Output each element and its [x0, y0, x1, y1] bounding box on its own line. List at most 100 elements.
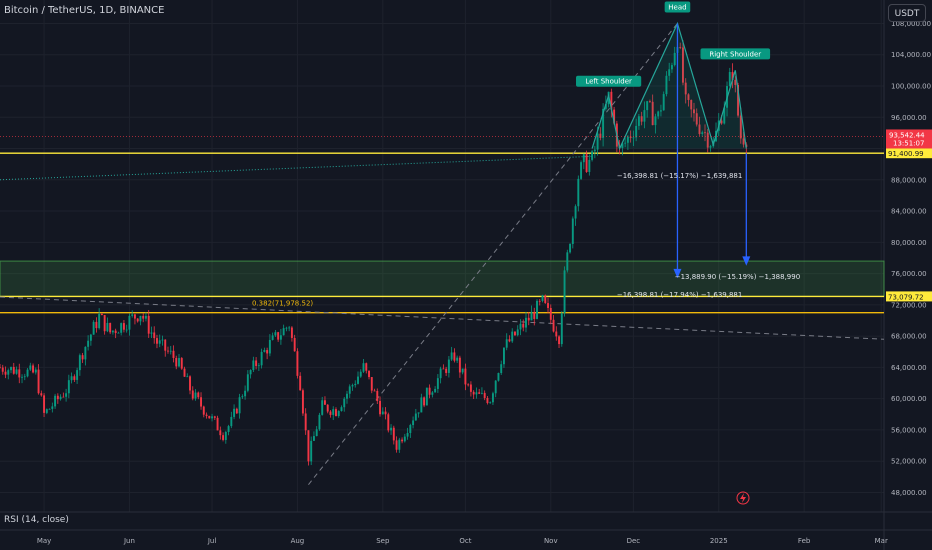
current-price-label: 93,542.44 — [889, 131, 925, 139]
candle-body — [249, 370, 252, 375]
candle-body — [552, 319, 555, 332]
candle-body — [332, 409, 335, 415]
candle-body — [381, 411, 384, 415]
candle-body — [673, 52, 676, 66]
candle-body — [390, 427, 393, 431]
candle-body — [648, 101, 651, 102]
candle-body — [277, 332, 280, 340]
candle-body — [156, 338, 158, 344]
candle-body — [646, 101, 649, 111]
candle-body — [486, 397, 489, 404]
candle-body — [255, 360, 258, 366]
candle-body — [304, 413, 307, 431]
candle-body — [161, 339, 164, 341]
candle-body — [467, 384, 470, 386]
candle-body — [263, 350, 266, 352]
candle-body — [742, 138, 745, 145]
candle-body — [723, 107, 726, 124]
candle-body — [439, 368, 442, 379]
candle-body — [29, 365, 32, 370]
candle-body — [318, 414, 321, 430]
candle-body — [172, 350, 175, 358]
candle-body — [200, 397, 202, 407]
candle-body — [274, 332, 277, 336]
candle-body — [103, 315, 106, 332]
candle-body — [706, 132, 709, 148]
lightning-icon — [736, 491, 750, 505]
candle-body — [425, 387, 428, 406]
candle-body — [285, 327, 288, 329]
candle-body — [139, 315, 142, 322]
currency-button[interactable]: USDT — [888, 4, 926, 22]
candle-body — [574, 206, 577, 219]
candle-body — [519, 323, 522, 330]
candle-body — [610, 91, 613, 110]
candle-body — [447, 359, 450, 373]
candle-body — [34, 369, 37, 373]
candle-body — [178, 358, 180, 367]
candle-body — [624, 142, 627, 144]
support-trendline — [308, 23, 678, 485]
candle-body — [657, 111, 660, 117]
candle-body — [45, 409, 48, 413]
candle-body — [54, 395, 57, 407]
candle-body — [153, 332, 156, 339]
candle-body — [246, 374, 249, 391]
pattern-label-box — [576, 75, 642, 87]
candle-body — [183, 368, 186, 377]
candle-body — [222, 435, 225, 440]
candle-body — [560, 313, 563, 345]
candle-body — [21, 376, 23, 378]
candle-body — [326, 404, 329, 412]
candle-body — [453, 352, 456, 361]
candle-body — [10, 366, 12, 371]
candle-body — [238, 397, 241, 414]
candle-body — [62, 396, 65, 398]
x-tick-label: Jul — [207, 537, 217, 545]
candle-body — [197, 392, 200, 398]
candle-body — [571, 218, 574, 244]
candle-body — [164, 339, 167, 351]
candle-body — [651, 101, 654, 126]
candle-body — [205, 414, 208, 416]
candle-body — [48, 408, 51, 410]
candle-body — [95, 321, 98, 329]
candle-body — [111, 330, 114, 333]
candle-body — [194, 392, 197, 399]
candle-body — [450, 352, 453, 360]
candle-body — [202, 406, 205, 415]
candle-body — [582, 154, 585, 163]
candle-body — [279, 335, 282, 340]
candle-body — [370, 377, 373, 391]
candle-body — [406, 433, 409, 437]
y-tick-label: 108,000.00 — [891, 20, 931, 28]
candle-body — [73, 376, 76, 380]
rsi-indicator-label[interactable]: RSI (14, close) — [4, 515, 69, 525]
candle-body — [7, 370, 10, 375]
candle-body — [180, 358, 183, 369]
candle-body — [257, 365, 260, 367]
candle-body — [497, 373, 500, 381]
candle-body — [588, 159, 591, 172]
candle-body — [555, 331, 558, 337]
candle-body — [461, 368, 464, 373]
candle-body — [98, 313, 101, 329]
candle-body — [310, 440, 313, 462]
candle-body — [43, 395, 46, 413]
x-tick-label: Feb — [798, 537, 811, 545]
resistance-trendline — [0, 296, 885, 340]
x-tick-label: May — [37, 537, 51, 545]
candle-body — [12, 366, 15, 374]
candle-body — [323, 400, 326, 405]
candle-body — [508, 339, 511, 342]
candle-body — [321, 400, 324, 415]
dotted-trendline — [0, 155, 593, 181]
candle-body — [734, 79, 737, 85]
candle-body — [357, 376, 359, 384]
candle-body — [469, 384, 472, 392]
candle-body — [409, 425, 412, 434]
demand-zone — [0, 260, 885, 297]
candle-body — [125, 329, 128, 331]
candle-body — [114, 330, 117, 334]
